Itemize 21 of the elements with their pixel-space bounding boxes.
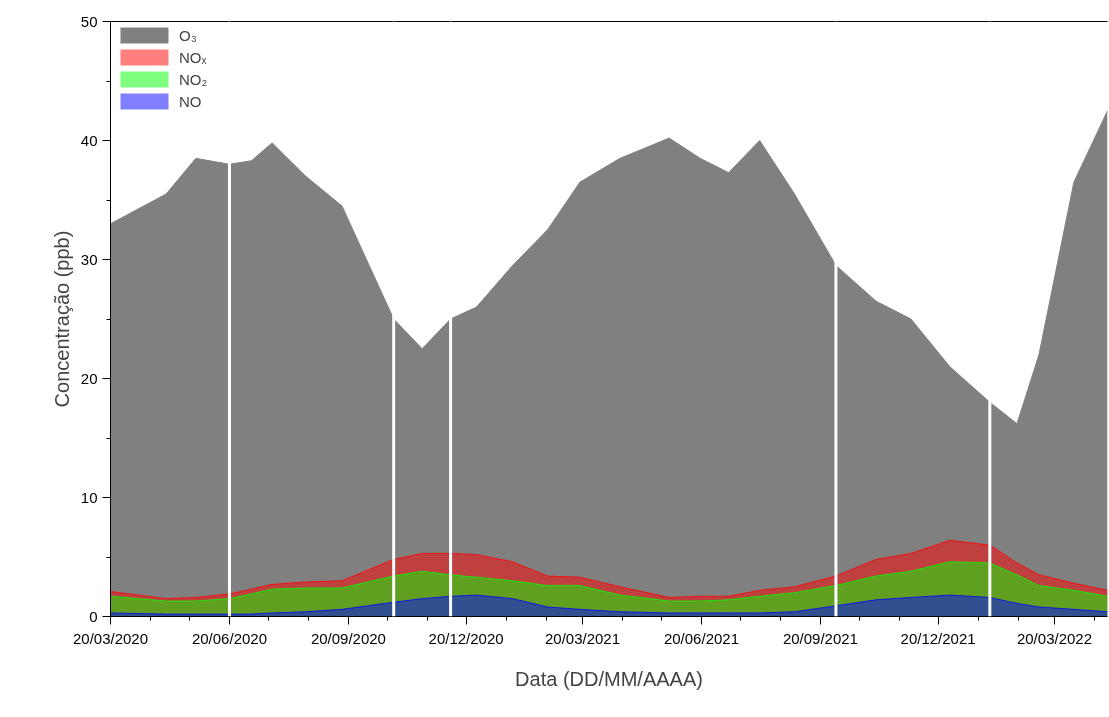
legend-label: NOₓ xyxy=(179,47,207,67)
y-tick-label: 30 xyxy=(80,250,98,268)
legend-label: O₃ xyxy=(179,25,198,45)
y-tick-label: 0 xyxy=(89,607,98,625)
x-axis-title: Data (DD/MM/AAAA) xyxy=(515,667,703,690)
legend-label: NO₂ xyxy=(179,69,208,89)
x-tick-label: 20/09/2021 xyxy=(782,629,858,647)
y-tick-label: 10 xyxy=(80,488,98,506)
x-tick-label: 20/06/2020 xyxy=(191,629,268,647)
x-tick-label: 20/12/2021 xyxy=(900,629,976,647)
x-tick-label: 20/03/2020 xyxy=(72,629,149,647)
x-tick-label: 20/12/2020 xyxy=(428,629,504,647)
x-tick-label: 20/03/2021 xyxy=(544,629,621,647)
legend-label: NO xyxy=(179,91,202,111)
y-tick-label: 40 xyxy=(80,131,98,149)
x-tick-label: 20/06/2021 xyxy=(663,629,739,647)
x-tick-label: 20/09/2020 xyxy=(310,629,386,647)
y-axis-title: Concentração (ppb) xyxy=(50,230,73,408)
y-tick-label: 50 xyxy=(80,12,98,30)
y-tick-label: 20 xyxy=(80,369,98,387)
x-tick-label: 20/03/2022 xyxy=(1016,629,1093,647)
